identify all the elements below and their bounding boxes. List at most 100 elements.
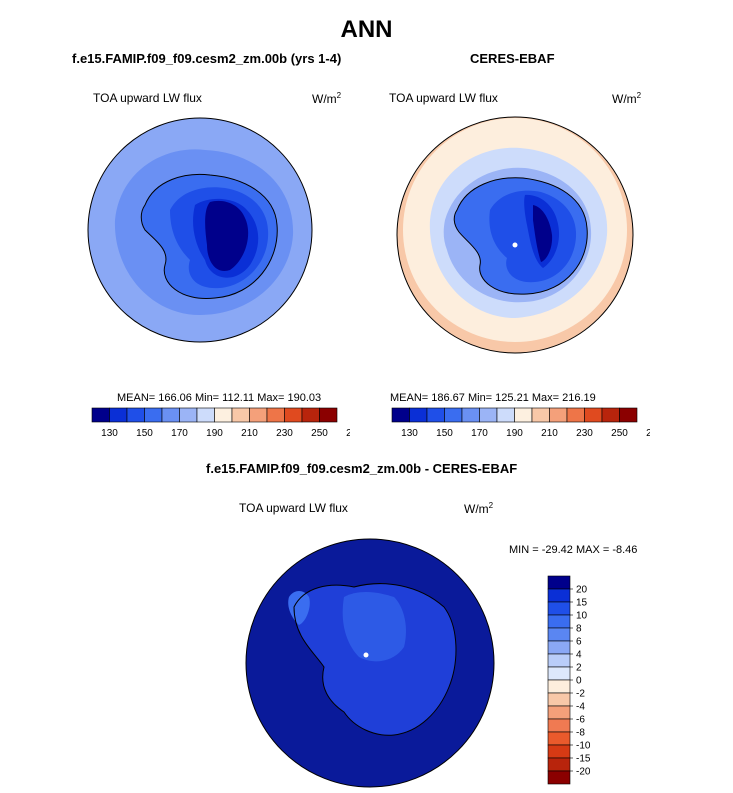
model-colorbar-tick-label: 210 [241, 428, 258, 439]
obs-map-coastline [453, 177, 588, 295]
obs-colorbar-tick-label: 190 [506, 428, 523, 439]
obs-colorbar-tick-label: 150 [436, 428, 453, 439]
model-colorbar-swatch [284, 407, 303, 423]
model-colorbar-tick-label: 150 [136, 428, 153, 439]
model-colorbar-swatch [249, 407, 268, 423]
diff-colorbar-swatch [547, 705, 571, 720]
obs-colorbar: 130 150 170 190 210 230 250 270 [391, 407, 650, 439]
diff-colorbar-swatch [547, 718, 571, 733]
obs-colorbar-swatch [531, 407, 550, 423]
model-stats: MEAN= 166.06 Min= 112.11 Max= 190.03 [117, 392, 322, 404]
obs-panel-title: CERES-EBAF [470, 51, 555, 66]
model-map-plateau [205, 200, 249, 271]
model-colorbar-swatch [319, 407, 338, 423]
obs-colorbar-swatch [444, 407, 463, 423]
diff-polar-map [245, 538, 495, 788]
diff-colorbar-swatch [547, 679, 571, 694]
model-units-label: W/m2 [312, 91, 342, 106]
model-colorbar-swatch [109, 407, 128, 423]
model-colorbar-swatch [144, 407, 163, 423]
diff-colorbar-swatch [547, 601, 571, 616]
diff-stats: MIN = -29.42 MAX = -8.46 [509, 544, 638, 556]
diff-colorbar-tick-label: -8 [576, 728, 585, 739]
obs-colorbar-tick-label: 230 [576, 428, 593, 439]
diff-colorbar-swatch [547, 588, 571, 603]
diff-colorbar-tick-label: 20 [576, 585, 588, 596]
model-map-boundary [87, 117, 313, 343]
diff-colorbar-swatch [547, 744, 571, 759]
diff-colorbar-swatch [547, 653, 571, 668]
diff-colorbar-tick-label: 2 [576, 663, 582, 674]
obs-colorbar-swatch [496, 407, 515, 423]
model-polar-map [87, 117, 313, 343]
model-colorbar: 130 150 170 190 210 230 250 270 [91, 407, 350, 439]
obs-colorbar-swatch [409, 407, 428, 423]
diff-colorbar-tick-label: 10 [576, 611, 588, 622]
diff-colorbar-tick-label: 6 [576, 637, 582, 648]
diff-map-coastline [293, 583, 457, 736]
diff-colorbar-tick-label: 15 [576, 598, 588, 609]
page-title: ANN [340, 16, 393, 43]
model-colorbar-tick-label: 230 [276, 428, 293, 439]
obs-colorbar-swatch [549, 407, 568, 423]
diff-colorbar-swatch [547, 731, 571, 746]
diff-map-boundary [245, 538, 495, 788]
model-colorbar-tick-label: 250 [311, 428, 328, 439]
model-colorbar-swatch [214, 407, 233, 423]
obs-colorbar-swatch [601, 407, 620, 423]
diff-colorbar-swatch [547, 640, 571, 655]
diff-colorbar-tick-label: 8 [576, 624, 582, 635]
diff-variable-label: TOA upward LW flux [239, 501, 348, 515]
model-colorbar-swatch [91, 407, 110, 423]
obs-colorbar-tick-label: 210 [541, 428, 558, 439]
obs-colorbar-tick-label: 270 [646, 428, 650, 439]
model-colorbar-swatch [196, 407, 215, 423]
model-colorbar-swatch [301, 407, 320, 423]
model-colorbar-swatch [161, 407, 180, 423]
obs-polar-map [396, 116, 634, 354]
diff-colorbar-tick-label: -2 [576, 689, 585, 700]
obs-variable-label: TOA upward LW flux [389, 91, 498, 105]
model-colorbar-swatch [179, 407, 198, 423]
model-colorbar-swatch [231, 407, 250, 423]
diff-map-peninsula-feature [288, 591, 310, 625]
model-panel-title: f.e15.FAMIP.f09_f09.cesm2_zm.00b (yrs 1-… [72, 51, 342, 66]
diff-colorbar-swatch [547, 757, 571, 772]
diff-map-pole-marker [363, 652, 369, 658]
diff-colorbar-swatch [547, 666, 571, 681]
obs-colorbar-swatch [584, 407, 603, 423]
diff-colorbar-tick-label: -15 [576, 754, 591, 765]
obs-colorbar-swatch [619, 407, 638, 423]
diff-colorbar-swatch [547, 575, 571, 590]
obs-colorbar-swatch [566, 407, 585, 423]
obs-colorbar-swatch [514, 407, 533, 423]
diff-map-interior-feature [342, 592, 406, 662]
diff-colorbar-tick-label: -10 [576, 741, 591, 752]
model-colorbar-tick-label: 190 [206, 428, 223, 439]
obs-colorbar-swatch [391, 407, 410, 423]
obs-colorbar-swatch [479, 407, 498, 423]
model-colorbar-tick-label: 130 [101, 428, 118, 439]
diff-colorbar-tick-label: -4 [576, 702, 585, 713]
obs-units-label: W/m2 [612, 91, 642, 106]
obs-stats: MEAN= 186.67 Min= 125.21 Max= 216.19 [390, 392, 596, 404]
obs-map-boundary [396, 116, 634, 354]
obs-colorbar-swatch [426, 407, 445, 423]
obs-map-pole-marker [512, 242, 518, 248]
diff-colorbar-tick-label: 4 [576, 650, 582, 661]
model-map-coastline [140, 173, 278, 300]
obs-colorbar-swatch [461, 407, 480, 423]
diff-colorbar-tick-label: -20 [576, 767, 591, 778]
obs-colorbar-tick-label: 130 [401, 428, 418, 439]
diff-colorbar-swatch [547, 770, 571, 785]
model-colorbar-tick-label: 170 [171, 428, 188, 439]
model-colorbar-swatch [126, 407, 145, 423]
diff-colorbar-swatch [547, 627, 571, 642]
model-colorbar-tick-label: 270 [346, 428, 350, 439]
diff-colorbar-swatch [547, 692, 571, 707]
diff-units-label: W/m2 [464, 501, 494, 516]
obs-colorbar-tick-label: 250 [611, 428, 628, 439]
diff-colorbar-tick-label: 0 [576, 676, 582, 687]
diff-colorbar-tick-label: -6 [576, 715, 585, 726]
